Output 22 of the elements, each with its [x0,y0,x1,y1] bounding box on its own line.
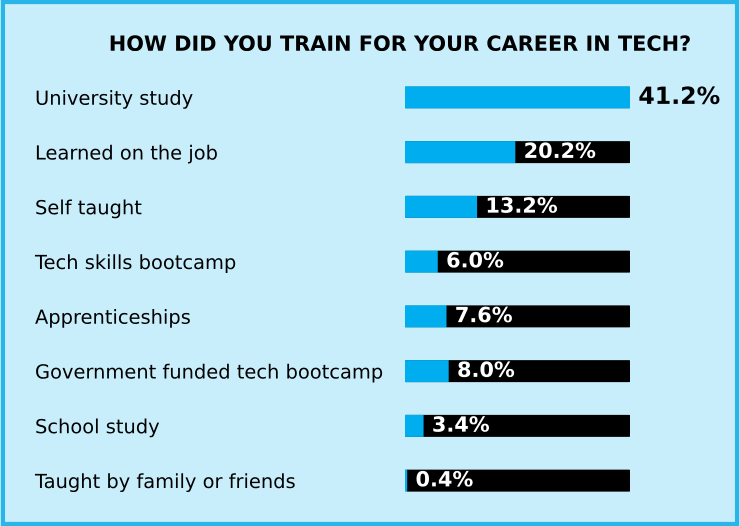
bar [405,196,478,218]
y-tick-label: Taught by family or friends [34,473,295,492]
y-tick-label: Self taught [36,199,142,218]
data-label: 0.4% [416,470,473,487]
data-label: 3.4% [433,416,490,432]
data-label: 6.0% [447,252,504,268]
data-label: 7.6% [456,306,512,322]
y-tick-label: Learned on the job [36,144,217,164]
bar [405,360,449,382]
bar [405,305,447,328]
data-label: 13.2% [488,197,558,213]
data-label: 41.2% [639,86,720,104]
bar [405,414,424,437]
y-tick-label: Tech skills bootcamp [34,254,236,274]
chart-title: HOW DID YOU TRAIN FOR YOUR CAREER IN TECH? [110,35,690,52]
y-tick-label: Government funded tech bootcamp [36,364,382,383]
data-label: 20.2% [525,142,596,158]
data-label: 8.0% [458,361,514,378]
y-tick-label: University study [36,90,193,109]
bar [405,250,438,273]
y-tick-label: Apprenticeships [35,308,190,328]
y-tick-label: School study [36,418,160,438]
